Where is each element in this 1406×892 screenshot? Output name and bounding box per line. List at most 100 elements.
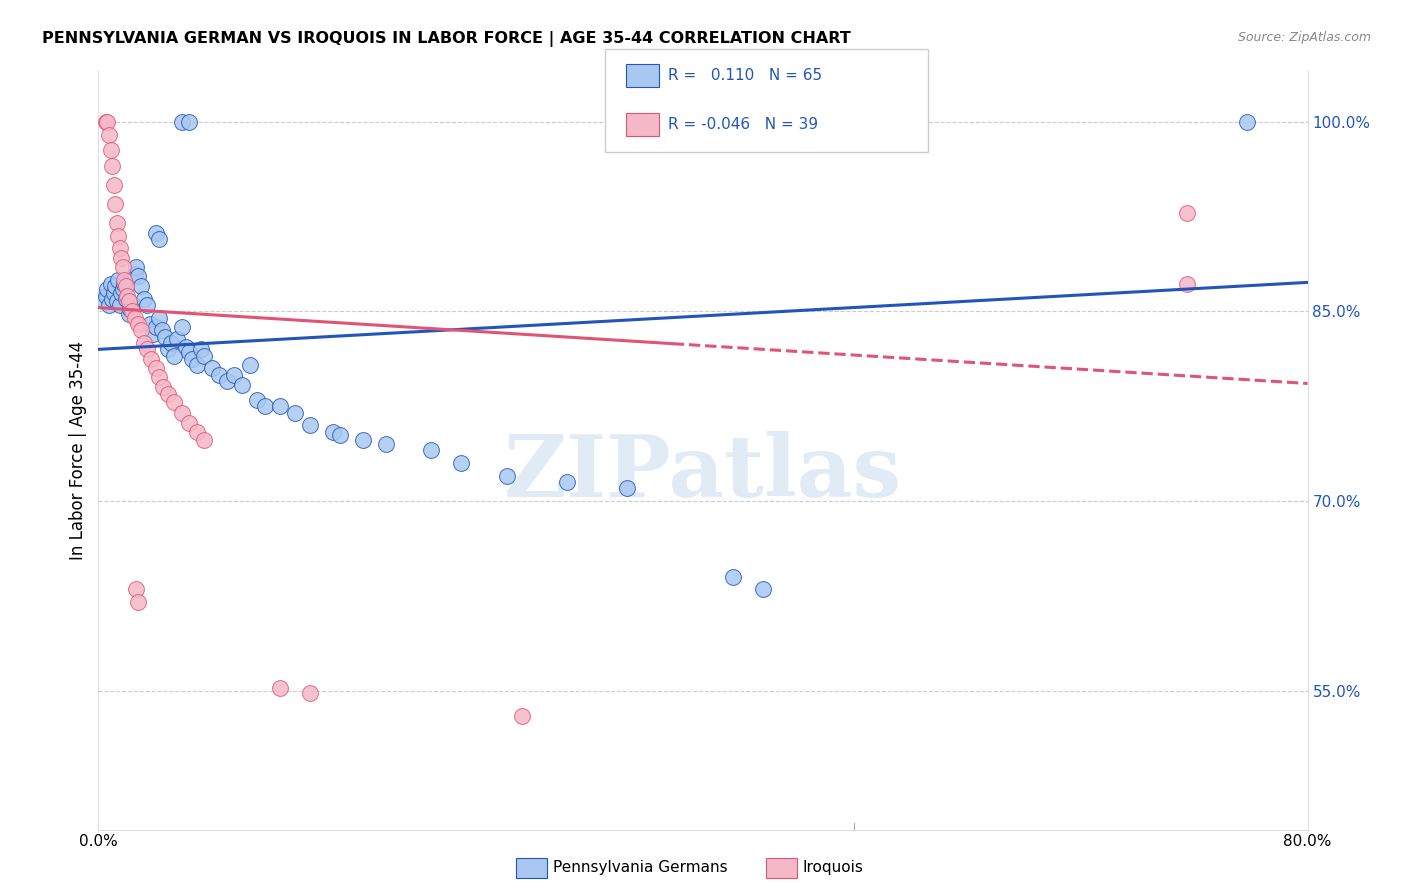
Text: Source: ZipAtlas.com: Source: ZipAtlas.com	[1237, 31, 1371, 45]
Point	[101, 159, 124, 173]
Point	[495, 468, 517, 483]
Point	[118, 294, 141, 309]
Point	[201, 361, 224, 376]
Point	[121, 297, 143, 311]
Point	[170, 405, 193, 419]
Point	[139, 317, 162, 331]
Point	[253, 399, 276, 413]
Point	[115, 289, 138, 303]
Point	[148, 370, 170, 384]
Point	[193, 434, 215, 448]
Point	[186, 425, 208, 439]
Point	[156, 386, 179, 401]
Text: Iroquois: Iroquois	[803, 861, 863, 875]
Point	[114, 292, 136, 306]
Point	[111, 282, 134, 296]
Point	[129, 279, 152, 293]
Point	[231, 377, 253, 392]
Point	[127, 269, 149, 284]
Point	[108, 298, 131, 312]
Point	[374, 437, 396, 451]
Point	[142, 327, 165, 342]
Point	[160, 336, 183, 351]
Point	[98, 128, 121, 142]
Point	[141, 352, 163, 367]
Point	[110, 285, 132, 300]
Point	[145, 226, 167, 240]
Point	[555, 475, 578, 489]
Point	[299, 686, 322, 700]
Point	[1236, 115, 1258, 129]
Point	[208, 368, 231, 382]
Point	[103, 285, 125, 300]
Point	[1175, 277, 1198, 291]
Point	[156, 343, 179, 357]
Point	[145, 361, 167, 376]
Point	[124, 310, 146, 325]
Point	[121, 304, 143, 318]
Point	[108, 241, 131, 255]
Point	[104, 279, 127, 293]
Point	[166, 332, 188, 346]
Point	[1175, 206, 1198, 220]
Point	[105, 216, 128, 230]
Point	[153, 330, 176, 344]
Text: PENNSYLVANIA GERMAN VS IROQUOIS IN LABOR FORCE | AGE 35-44 CORRELATION CHART: PENNSYLVANIA GERMAN VS IROQUOIS IN LABOR…	[42, 31, 851, 47]
Point	[129, 323, 152, 337]
Point	[510, 708, 533, 723]
Point	[148, 310, 170, 325]
Point	[127, 595, 149, 609]
Point	[132, 292, 155, 306]
Point	[269, 399, 291, 413]
Point	[96, 115, 118, 129]
Point	[94, 289, 117, 303]
Point	[181, 352, 204, 367]
Point	[163, 349, 186, 363]
Point	[239, 358, 262, 372]
Point	[98, 298, 121, 312]
Point	[284, 405, 307, 419]
Point	[105, 294, 128, 309]
Point	[104, 197, 127, 211]
Point	[420, 443, 443, 458]
Point	[179, 416, 201, 430]
Point	[103, 178, 125, 193]
Point	[93, 294, 115, 309]
Point	[152, 380, 174, 394]
Point	[125, 582, 148, 597]
Text: R =   0.110   N = 65: R = 0.110 N = 65	[668, 69, 823, 83]
Point	[114, 279, 136, 293]
Point	[215, 374, 238, 388]
Point	[112, 273, 135, 287]
Point	[299, 418, 322, 433]
Point	[246, 392, 269, 407]
Point	[616, 482, 638, 496]
Point	[269, 681, 291, 695]
Point	[150, 323, 173, 337]
Point	[100, 277, 122, 291]
Point	[329, 428, 352, 442]
Point	[127, 317, 149, 331]
Point	[190, 343, 212, 357]
Point	[224, 368, 246, 382]
Point	[179, 345, 201, 359]
Point	[107, 228, 129, 243]
Point	[174, 340, 197, 354]
Point	[132, 336, 155, 351]
Point	[124, 267, 146, 281]
Y-axis label: In Labor Force | Age 35-44: In Labor Force | Age 35-44	[69, 341, 87, 560]
Point	[352, 434, 374, 448]
Point	[118, 307, 141, 321]
Point	[752, 582, 775, 597]
Point	[120, 301, 142, 316]
Point	[186, 358, 208, 372]
Point	[107, 273, 129, 287]
Point	[170, 319, 193, 334]
Point	[723, 570, 745, 584]
Point	[110, 252, 132, 266]
Point	[94, 115, 117, 129]
Point	[179, 115, 201, 129]
Point	[148, 232, 170, 246]
Point	[111, 260, 134, 275]
Text: ZIPatlas: ZIPatlas	[503, 431, 903, 516]
